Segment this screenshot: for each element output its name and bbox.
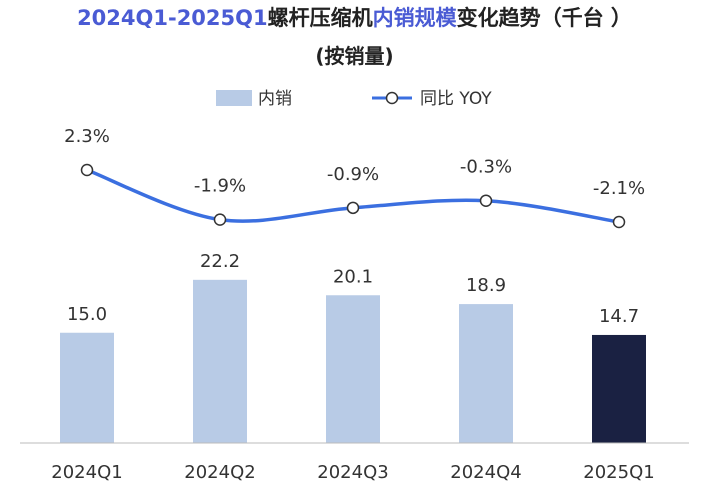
- x-axis: 2024Q1 2024Q2 2024Q3 2024Q4 2025Q1: [20, 442, 689, 483]
- bar-2024Q3: [326, 295, 380, 443]
- title-metric: 内销规模: [372, 6, 457, 30]
- x-tick-label: 2024Q3: [317, 462, 388, 483]
- title-suffix: 变化趋势（千台 ）: [456, 6, 632, 30]
- yoy-point: [612, 215, 626, 229]
- bar-value-label: 20.1: [333, 266, 373, 287]
- bar-value-label: 14.7: [599, 306, 639, 327]
- legend-line-label: 同比 YOY: [420, 89, 492, 109]
- chart-subtitle: (按销量): [315, 44, 394, 68]
- chart-title: 2024Q1-2025Q1螺杆压缩机内销规模变化趋势（千台 ）: [0, 4, 709, 32]
- legend-bar-label: 内销: [258, 89, 292, 109]
- bar-2024Q1: [60, 332, 114, 443]
- yoy-value-label: -2.1%: [593, 178, 645, 199]
- yoy-value-label: -0.9%: [327, 164, 379, 185]
- yoy-point: [213, 213, 227, 226]
- yoy-value-label: -1.9%: [194, 176, 246, 197]
- bar-value-label: 18.9: [466, 275, 506, 296]
- legend: 内销 同比 YOY: [216, 89, 492, 109]
- title-period: 2024Q1-2025Q1: [77, 6, 268, 30]
- yoy-point: [346, 201, 360, 215]
- yoy-point: [479, 194, 493, 207]
- bar-2024Q2: [193, 279, 247, 443]
- legend-bar-swatch: [216, 90, 252, 106]
- bar-value-label: 22.2: [200, 251, 240, 272]
- yoy-value-label: -0.3%: [460, 157, 512, 178]
- yoy-line: 2.3% -1.9% -0.9% -0.3% -2.1%: [64, 126, 645, 229]
- bar-value-label: 15.0: [67, 304, 107, 325]
- x-tick-label: 2024Q4: [450, 462, 521, 483]
- bar-2024Q4: [459, 304, 513, 443]
- x-tick-label: 2025Q1: [583, 462, 654, 483]
- title-product: 螺杆压缩机: [267, 6, 373, 30]
- x-tick-label: 2024Q2: [184, 462, 255, 483]
- yoy-value-label: 2.3%: [64, 126, 110, 147]
- bars: 15.0 22.2 20.1 18.9 14.7: [60, 251, 646, 443]
- bar-2025Q1: [592, 334, 646, 443]
- legend-line-marker: [385, 91, 399, 105]
- yoy-point: [80, 163, 94, 177]
- x-tick-label: 2024Q1: [51, 462, 122, 483]
